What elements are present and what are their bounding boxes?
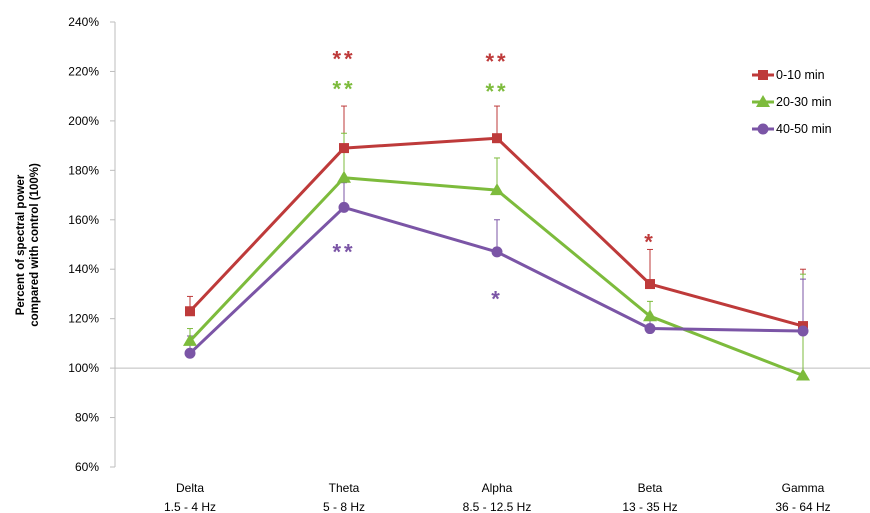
significance-asterisk: ** [332, 76, 355, 101]
y-tick-label: 60% [75, 460, 99, 474]
y-tick-label: 160% [68, 213, 99, 227]
x-category-label: Theta [329, 481, 360, 495]
y-tick-label: 80% [75, 411, 99, 425]
series-markers [183, 133, 810, 381]
data-point-triangle [337, 170, 351, 183]
x-axis-labels: Delta 1.5 - 4 Hz Theta 5 - 8 Hz Alpha 8.5 - 1… [164, 481, 831, 513]
x-category-label: Delta [176, 481, 204, 495]
x-category-range-label: 36 - 64 Hz [775, 500, 830, 513]
data-point-circle [184, 347, 196, 359]
legend-swatch-marker [756, 95, 770, 107]
data-point-triangle [643, 309, 657, 322]
significance-asterisk: * [491, 286, 503, 311]
series-line [188, 176, 804, 377]
significance-asterisk: ** [332, 239, 355, 264]
x-category-range-label: 8.5 - 12.5 Hz [463, 500, 532, 513]
y-tick-label: 100% [68, 361, 99, 375]
legend-swatch-marker [757, 123, 769, 135]
y-axis-title: Percent of spectral power compared with … [15, 163, 41, 327]
data-point-circle [338, 201, 350, 213]
data-point-square [185, 306, 195, 317]
data-point-triangle [183, 333, 197, 346]
legend-label: 20-30 min [776, 95, 832, 109]
y-tick-label: 200% [68, 114, 99, 128]
error-bars [187, 105, 806, 376]
legend-label: 40-50 min [776, 122, 832, 136]
x-category-label: Alpha [482, 481, 513, 495]
data-point-triangle [796, 368, 810, 381]
y-tick-label: 180% [68, 163, 99, 177]
y-axis-ticks: 60% 80% 100% 120% 140% 160% 180% 200% 220% 240% [68, 15, 115, 474]
y-tick-label: 140% [68, 262, 99, 276]
y-tick-label: 220% [68, 64, 99, 78]
legend-label: 0-10 min [776, 68, 825, 82]
y-axis-title-line-1: Percent of spectral power [15, 174, 27, 315]
x-category-range-label: 13 - 35 Hz [622, 500, 677, 513]
legend-swatch-marker [758, 70, 768, 80]
significance-asterisk: ** [485, 79, 508, 104]
x-category-range-label: 1.5 - 4 Hz [164, 500, 216, 513]
data-point-circle [797, 325, 809, 337]
data-point-circle [644, 323, 656, 335]
data-point-triangle [490, 183, 504, 196]
y-tick-label: 240% [68, 15, 99, 29]
significance-marks: ************ [332, 47, 656, 312]
data-point-square [645, 279, 655, 290]
x-category-label: Beta [638, 481, 663, 495]
data-point-square [339, 143, 349, 154]
y-tick-label: 120% [68, 312, 99, 326]
y-axis-title-line-2: compared with control (100%) [29, 163, 41, 327]
legend: 0-10 min 20-30 min 40-50 min [752, 68, 832, 136]
x-category-label: Gamma [782, 481, 825, 495]
significance-asterisk: * [644, 230, 656, 255]
data-point-square [492, 133, 502, 144]
data-point-circle [491, 246, 503, 258]
significance-asterisk: ** [332, 47, 355, 72]
significance-asterisk: ** [485, 49, 508, 74]
x-category-range-label: 5 - 8 Hz [323, 500, 365, 513]
